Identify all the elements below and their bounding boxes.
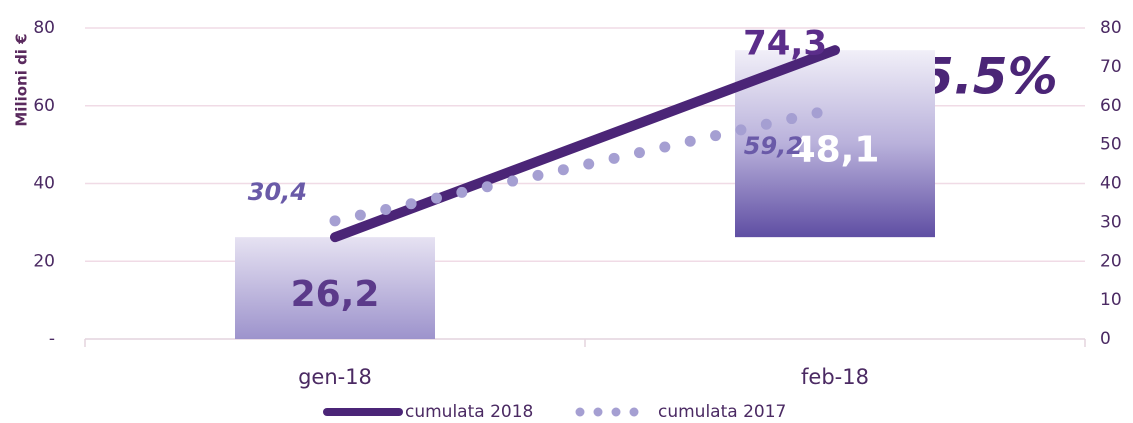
y-tick-label: 80 (33, 18, 55, 38)
y-axis-label: Milioni di € (13, 33, 31, 126)
y2-tick-label: 20 (1100, 251, 1122, 271)
line-value-label: 74,3 (743, 24, 827, 64)
y2-tick-label: 50 (1100, 135, 1122, 155)
y-tick-label: 40 (33, 174, 55, 194)
y2-tick-label: 60 (1100, 96, 1122, 116)
bar (235, 237, 435, 339)
legend-label: cumulata 2018 (405, 402, 533, 422)
y2-tick-label: 80 (1100, 18, 1122, 38)
line-value-label: 59,2 (744, 132, 803, 160)
y2-tick-label: 30 (1100, 212, 1122, 232)
bar-value-label: 26,2 (291, 274, 380, 315)
y2-tick-label: 40 (1100, 174, 1122, 194)
bar (735, 50, 935, 238)
y2-tick-label: 0 (1100, 329, 1111, 349)
y-tick-label: 20 (33, 251, 55, 271)
bar-value-label: 48,1 (791, 130, 880, 171)
line-value-label: 30,4 (248, 178, 307, 206)
line-series (330, 45, 840, 243)
y-tick-label: 60 (33, 96, 55, 116)
legend-label: cumulata 2017 (658, 402, 786, 422)
y2-tick-label: 10 (1100, 290, 1122, 310)
y-tick-label: - (49, 329, 55, 349)
y2-tick-label: 70 (1100, 57, 1122, 77)
x-tick-label: gen-18 (298, 365, 372, 389)
line-series (329, 103, 841, 227)
x-tick-label: feb-18 (801, 365, 869, 389)
